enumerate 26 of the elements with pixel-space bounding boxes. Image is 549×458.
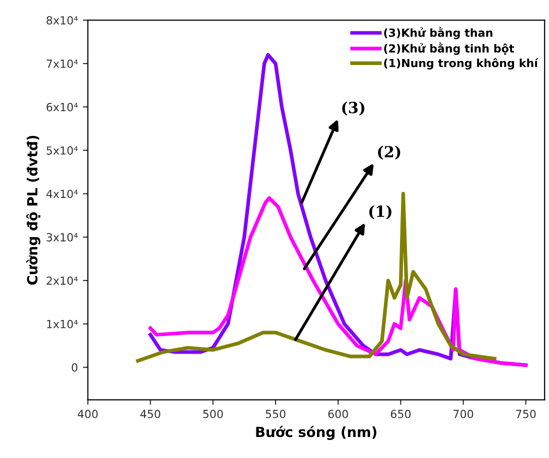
x-tick-label: 700 xyxy=(454,410,474,418)
legend-label: (2)Khử bằng tinh bột xyxy=(384,42,514,55)
y-tick-label: 4x10⁴ xyxy=(46,190,78,198)
annotation: (2) xyxy=(378,146,400,160)
x-tick-label: 550 xyxy=(266,410,286,418)
y-tick-label: 7x10⁴ xyxy=(46,60,78,68)
x-axis-title: Bước sóng (nm) xyxy=(256,426,376,440)
x-tick-label: 400 xyxy=(78,410,98,418)
y-tick-label: 5x10⁴ xyxy=(46,146,78,155)
legend-label: (1)Nung trong không khí xyxy=(384,58,538,70)
annotation: (1) xyxy=(369,205,392,220)
y-tick-label: 6x10⁴ xyxy=(46,102,78,112)
x-tick-label: 600 xyxy=(328,410,348,418)
y-tick-label: 8x10⁴ xyxy=(46,16,78,25)
y-axis-title: Cường độ PL (đvtđ) xyxy=(26,136,40,285)
y-tick-label: 1x10⁴ xyxy=(47,320,78,328)
x-tick-label: 750 xyxy=(516,410,536,418)
legend-label: (3)Khử bằng than xyxy=(384,26,492,40)
y-tick-label: 0 xyxy=(72,363,78,372)
annotation: (3) xyxy=(342,102,364,116)
line-series xyxy=(136,192,496,363)
x-tick-label: 450 xyxy=(140,410,160,418)
x-tick-label: 500 xyxy=(203,410,223,418)
y-tick-label: 2x10⁴ xyxy=(46,276,78,285)
x-tick-label: 650 xyxy=(390,410,411,418)
y-tick-label: 3x10⁴ xyxy=(46,233,78,242)
